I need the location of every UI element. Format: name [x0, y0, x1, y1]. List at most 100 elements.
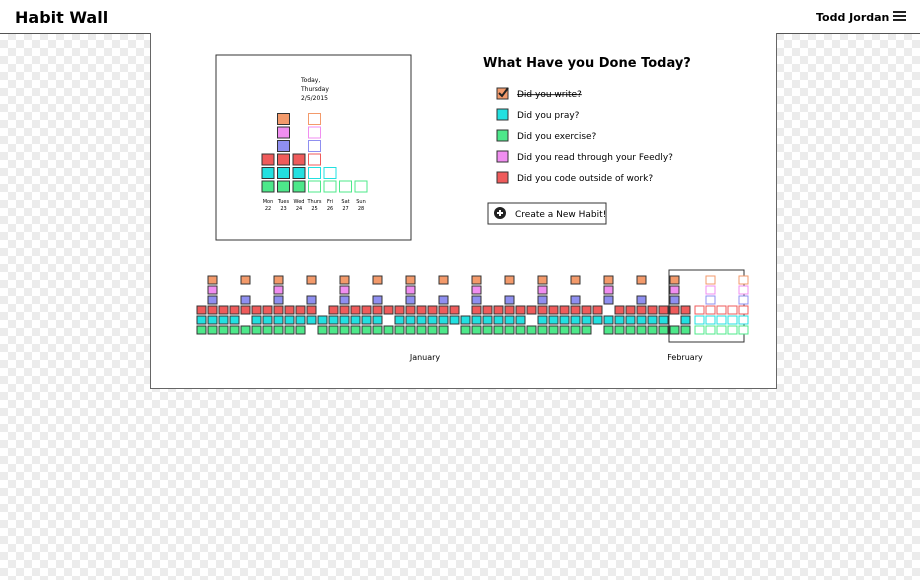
wall-cell [295, 305, 306, 315]
wall-cell [548, 325, 559, 335]
wall-cell [427, 325, 438, 335]
wall-cell [669, 325, 680, 335]
check [498, 87, 509, 98]
wall-cell [306, 315, 317, 325]
habit-label: Did you read through your Feedly? [517, 153, 673, 163]
habit-checkbox[interactable] [496, 150, 509, 163]
wall-cell [471, 305, 482, 315]
wall-cell [603, 275, 614, 285]
wall-cell [548, 305, 559, 315]
user-name[interactable]: Todd Jordan [816, 11, 890, 24]
wall-cell [471, 315, 482, 325]
wall-cell [218, 325, 229, 335]
wall-cell [196, 305, 207, 315]
menu-icon[interactable] [893, 11, 906, 23]
wall-cell [207, 305, 218, 315]
wall-cell [570, 275, 581, 285]
wall-cell [581, 315, 592, 325]
wall-cell [240, 275, 251, 285]
wall-cell [207, 325, 218, 335]
wall-cell [559, 315, 570, 325]
habit-checkbox[interactable] [496, 129, 509, 142]
wall-cell [460, 315, 471, 325]
wall-cell [570, 305, 581, 315]
habit-checkbox[interactable] [496, 87, 509, 100]
wall-cell [295, 315, 306, 325]
wall-cell [361, 325, 372, 335]
wall-cell [339, 305, 350, 315]
plus [497, 210, 503, 216]
habit-label: Did you write? [517, 90, 582, 100]
wall-cell [705, 275, 716, 285]
wall-cell [339, 295, 350, 305]
habit-cell [277, 113, 290, 125]
wall-cell [405, 275, 416, 285]
wall-cell [394, 325, 405, 335]
date-label: 23 [280, 206, 286, 212]
wall-cell [716, 315, 727, 325]
wall-cell [229, 305, 240, 315]
wall-cell [716, 325, 727, 335]
wall-cell [669, 305, 680, 315]
wall-cell [317, 325, 328, 335]
wall-cell [207, 295, 218, 305]
wall-cell [438, 295, 449, 305]
wall-cell [658, 305, 669, 315]
wall-cell [636, 295, 647, 305]
wall-cell [738, 275, 749, 285]
wall-cell [482, 325, 493, 335]
wall-cell [694, 305, 705, 315]
habit-checkbox[interactable] [496, 108, 509, 121]
wall-cell [405, 325, 416, 335]
habit-label: Did you code outside of work? [517, 174, 653, 184]
habit-cell [308, 167, 321, 179]
habit-cell [261, 180, 275, 193]
create-button[interactable] [487, 202, 607, 225]
habit-cell [323, 167, 337, 179]
wall-cell [694, 315, 705, 325]
wall-cell [504, 295, 515, 305]
wall-cell [207, 315, 218, 325]
wall-cell [694, 325, 705, 335]
wall-cell [526, 305, 537, 315]
wall-cell [559, 305, 570, 315]
wall-cell [537, 295, 548, 305]
date-label: 28 [358, 206, 364, 212]
wall-cell [306, 305, 317, 315]
wall-cell [328, 315, 339, 325]
wall-cell [493, 315, 504, 325]
month-label: January [409, 353, 441, 362]
date-label: 27 [342, 206, 348, 212]
wall-cell [738, 325, 749, 335]
habit-cell [323, 180, 337, 193]
wall-cell [680, 305, 691, 315]
wall-cell [727, 305, 738, 315]
wall-cell [218, 305, 229, 315]
wall-cell [350, 325, 361, 335]
wall-cell [251, 305, 262, 315]
day-label: Wed [294, 199, 305, 205]
habit-cell [277, 126, 290, 139]
date-label: 24 [296, 206, 302, 212]
wall-cell [515, 325, 526, 335]
wall-cell [537, 275, 548, 285]
wall-cell [361, 315, 372, 325]
wall-cell [339, 325, 350, 335]
wall-cell [438, 325, 449, 335]
wall-cell [592, 315, 603, 325]
day-label: Sat [341, 199, 349, 205]
wall-cell [284, 305, 295, 315]
wall-cell [636, 275, 647, 285]
wall-cell [438, 315, 449, 325]
wall-cell [493, 325, 504, 335]
wall-cell [394, 305, 405, 315]
wall-cell [207, 285, 218, 295]
app-title: Habit Wall [15, 8, 109, 27]
wall-cell [251, 315, 262, 325]
wall-cell [251, 325, 262, 335]
habit-checkbox[interactable] [496, 171, 509, 184]
button-label[interactable]: Create a New Habit! [515, 210, 606, 220]
wall-cell [339, 285, 350, 295]
